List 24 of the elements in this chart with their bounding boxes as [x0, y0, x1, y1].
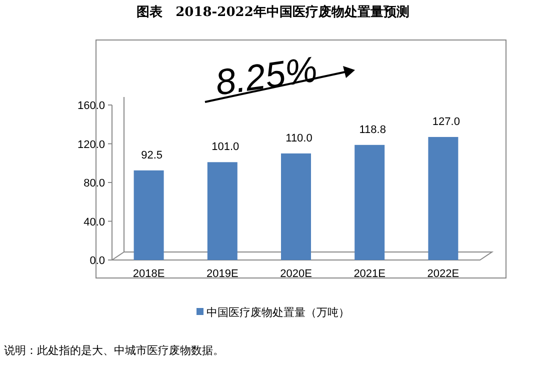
text: 说明：此处指的是大、中城市医疗废物数据。 — [4, 344, 224, 357]
bar — [134, 170, 164, 260]
bar — [281, 153, 311, 260]
data-label: 92.5 — [141, 149, 163, 162]
y-tick-label: 120.0 — [77, 138, 105, 151]
data-label: 127.0 — [432, 116, 460, 128]
x-tick-label: 2021E — [354, 268, 386, 280]
y-tick-label: 160.0 — [77, 100, 105, 112]
x-tick-label: 2019E — [206, 268, 238, 280]
data-label: 110.0 — [286, 132, 312, 144]
bar — [207, 162, 238, 260]
x-tick-label: 2020E — [280, 268, 312, 280]
chart-title: 图表 2018-2022年中国医疗废物处置量预测 — [136, 4, 410, 20]
y-tick-label: 80.0 — [84, 178, 105, 190]
data-label: 101.0 — [212, 141, 240, 154]
x-tick-label: 2018E — [132, 268, 165, 280]
legend-label: 中国医疗废物处置量（万吨） — [206, 306, 350, 319]
data-label: 118.8 — [359, 124, 386, 136]
bar — [354, 144, 385, 260]
text: 8.25% — [212, 48, 320, 104]
bar — [428, 136, 458, 260]
y-tick-label: 40.0 — [84, 216, 105, 228]
y-tick-label: 0.0 — [90, 255, 105, 267]
x-tick-label: 2022E — [427, 268, 460, 280]
